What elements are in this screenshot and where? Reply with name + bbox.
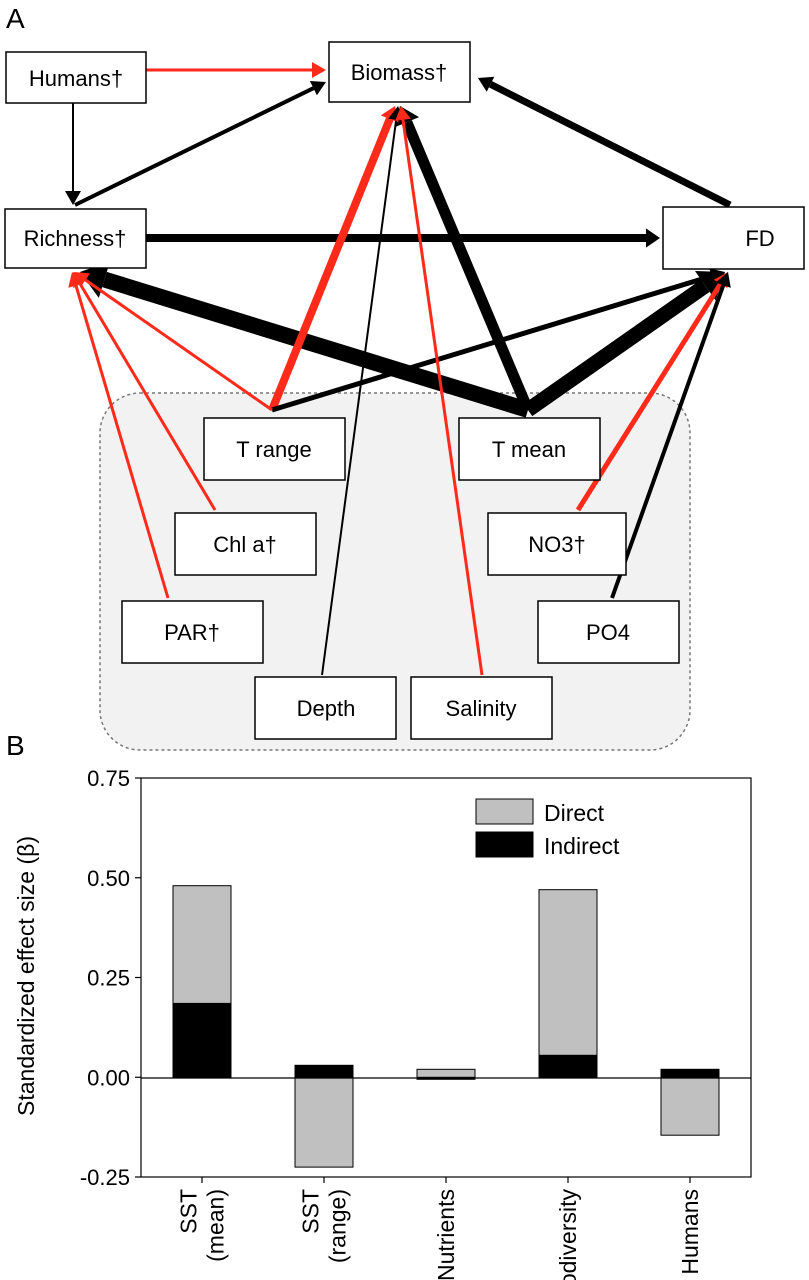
bar-marks [172, 885, 720, 1168]
x-tick-label: SST [176, 1189, 202, 1234]
x-axis: SST (mean) SST (range) Nutrients Biodiversity… [176, 1177, 703, 1280]
y-axis: -0.25 0.00 0.25 0.50 0.75 [80, 766, 141, 1190]
y-tick-label: 0.75 [87, 766, 130, 791]
plot-frame [140, 777, 752, 1178]
edge-tmean-richness [80, 261, 531, 418]
legend-label-direct: Direct [544, 800, 605, 826]
edge-humans-richness-arrowhead [65, 191, 81, 205]
edge-salinity-biomass-arrowhead [395, 106, 411, 121]
node-humans-label: Humans† [29, 66, 123, 91]
bar-direct-4 [660, 1076, 720, 1136]
x-tick-label: Biodiversity [555, 1189, 581, 1280]
legend: Direct Indirect [475, 798, 620, 859]
node-par: PAR† [121, 600, 264, 664]
x-tick-label: (mean) [203, 1189, 229, 1262]
edge-salinity-biomass [395, 106, 484, 676]
node-t-range: T range [203, 417, 346, 481]
edge-fd-biomass-arrowhead [478, 76, 495, 92]
node-fd: FD [662, 206, 805, 270]
bar-direct-1 [294, 1076, 354, 1168]
node-richness-label: Richness† [24, 226, 127, 251]
panel-a-label: A [6, 3, 25, 34]
node-t-mean: T mean [458, 417, 601, 481]
edge-par-richness-arrowhead [68, 272, 84, 288]
edge-richness-biomass [74, 81, 326, 207]
edge-richness-biomass-arrowhead [309, 81, 326, 96]
bar-indirect-4 [660, 1068, 720, 1078]
y-axis-label: Standardized effect size (β) [13, 836, 39, 1116]
x-tick-label: Nutrients [433, 1189, 459, 1280]
node-richness: Richness† [4, 208, 147, 269]
y-tick-label: 0.00 [87, 1065, 130, 1090]
edge-fd-biomass [478, 76, 732, 209]
node-chl-a: Chl a† [174, 512, 317, 576]
node-depth: Depth [254, 676, 397, 740]
node-depth-label: Depth [297, 696, 356, 721]
y-tick-label: 0.50 [87, 866, 130, 891]
edge-po4-fd [610, 272, 731, 599]
legend-swatch-direct [475, 798, 534, 825]
legend-label-indirect: Indirect [544, 833, 620, 859]
node-no3: NO3† [487, 512, 627, 576]
edge-richness-fd [146, 228, 660, 248]
edge-trange-fd [271, 268, 725, 413]
edge-humans-biomass [146, 62, 326, 78]
node-salinity-label: Salinity [446, 696, 517, 721]
y-tick-label: 0.25 [87, 966, 130, 991]
bar-direct-2 [416, 1068, 476, 1078]
edge-humans-biomass-arrowhead [312, 62, 326, 78]
x-tick-label: SST [298, 1189, 324, 1234]
effect-size-chart: -0.250.000.250.500.75 SST (mean) SST (range… [13, 766, 752, 1280]
node-po4-label: PO4 [586, 620, 630, 645]
node-par-label: PAR† [164, 620, 220, 645]
legend-swatch-indirect [475, 831, 534, 858]
node-biomass-label: Biomass† [351, 60, 448, 85]
node-po4: PO4 [537, 600, 680, 664]
edge-tmean-fd [523, 271, 725, 417]
x-tick-label: Humans [677, 1189, 703, 1275]
edge-po4-fd-arrowhead [715, 272, 731, 288]
node-chl-a-label: Chl a† [213, 532, 277, 557]
node-biomass: Biomass† [328, 41, 471, 103]
bar-indirect-3 [538, 1054, 598, 1078]
bar-direct-0 [172, 885, 232, 1004]
node-t-mean-label: T mean [492, 437, 566, 462]
edge-tmean-richness-arrowhead [80, 261, 111, 298]
edge-humans-richness [65, 103, 81, 205]
node-salinity: Salinity [410, 676, 553, 740]
bar-indirect-0 [172, 1002, 232, 1078]
x-tick-label: (range) [325, 1189, 351, 1263]
bar-direct-3 [538, 889, 598, 1056]
path-diagram-edges [65, 62, 732, 676]
y-tick-label: -0.25 [80, 1165, 130, 1190]
edge-par-richness [68, 272, 170, 599]
node-t-range-label: T range [236, 437, 311, 462]
edge-richness-fd-arrowhead [646, 228, 660, 248]
edge-trange-fd-arrowhead [709, 268, 725, 284]
panel-b-label: B [6, 730, 25, 761]
node-no3-label: NO3† [528, 532, 585, 557]
node-fd-label: FD [745, 226, 774, 251]
node-humans: Humans† [5, 51, 147, 104]
bar-indirect-1 [294, 1064, 354, 1078]
